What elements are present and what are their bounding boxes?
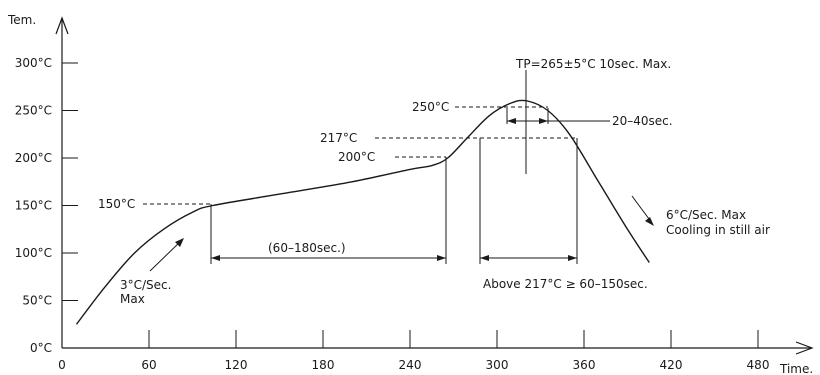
label-cooling-rate: 6°C/Sec. Max — [666, 208, 746, 222]
label-peak-time: 20–40sec. — [612, 114, 673, 128]
label-200c: 200°C — [338, 150, 375, 164]
label-preheat-max: Max — [120, 292, 145, 306]
label-150c: 150°C — [98, 197, 135, 211]
guide-lines — [143, 70, 654, 272]
x-tick-label: 300 — [486, 358, 509, 372]
dim-arrow-soak-right — [437, 255, 446, 261]
cooling-arrow-head — [645, 217, 654, 226]
x-tick-label: 420 — [660, 358, 683, 372]
dim-arrow-peak-left — [507, 118, 516, 124]
x-axis-arrow — [795, 341, 814, 355]
y-tick-label: 150°C — [15, 199, 52, 213]
y-tick-label: 250°C — [15, 104, 52, 118]
x-tick-label: 480 — [747, 358, 770, 372]
x-tick-label: 60 — [141, 358, 156, 372]
x-tick-label: 0 — [58, 358, 66, 372]
tick-group: 0 60 120 180 240 300 360 420 480 0°C 50°C 100°C 150°… — [15, 56, 770, 372]
dim-arrow-217-right — [568, 255, 577, 261]
dim-arrow-peak-right — [539, 118, 548, 124]
y-tick-label: 0°C — [30, 341, 52, 355]
x-tick-label: 180 — [312, 358, 335, 372]
label-cooling-air: Cooling in still air — [666, 223, 770, 237]
dim-arrow-soak-left — [211, 255, 220, 261]
x-tick-label: 120 — [225, 358, 248, 372]
label-217c: 217°C — [320, 131, 357, 145]
y-tick-label: 200°C — [15, 151, 52, 165]
label-peak-temperature: TP=265±5°C 10sec. Max. — [515, 57, 671, 71]
y-axis-arrow — [55, 16, 69, 35]
label-soak-time: (60–180sec.) — [268, 241, 346, 255]
y-tick-label: 100°C — [15, 246, 52, 260]
y-axis-title: Tem. — [7, 13, 36, 27]
preheat-rate-arrow-shaft — [149, 239, 183, 272]
x-tick-label: 360 — [573, 358, 596, 372]
y-tick-label: 50°C — [22, 294, 52, 308]
x-tick-label: 240 — [399, 358, 422, 372]
label-preheat-rate: 3°C/Sec. — [120, 278, 171, 292]
temperature-curve — [75, 99, 650, 325]
label-250c: 250°C — [412, 100, 449, 114]
label-above-217: Above 217°C ≥ 60–150sec. — [483, 277, 648, 291]
x-axis-title: Time. — [779, 362, 813, 375]
preheat-rate-arrow-head — [175, 238, 184, 247]
y-tick-label: 300°C — [15, 56, 52, 70]
dim-arrow-217-left — [480, 255, 489, 261]
